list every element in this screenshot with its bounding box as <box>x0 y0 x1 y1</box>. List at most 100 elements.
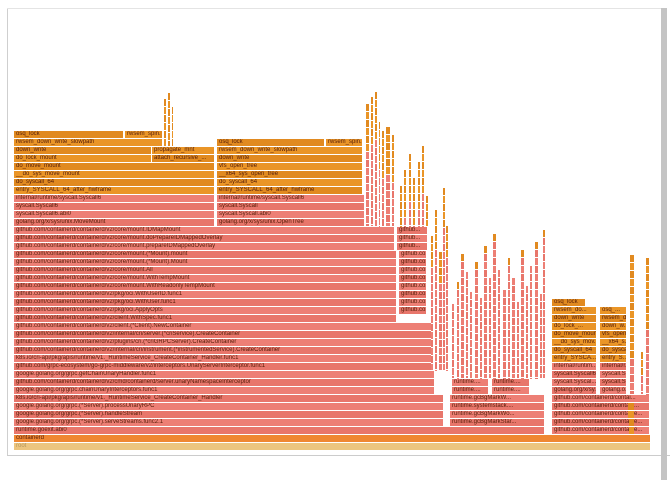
flame-spike-segment[interactable] <box>512 310 515 317</box>
flame-spike-segment[interactable] <box>530 378 532 379</box>
flame-frame[interactable]: github... <box>397 235 427 242</box>
flame-spike-segment[interactable] <box>526 286 528 293</box>
flame-spike-segment[interactable] <box>475 286 478 293</box>
flame-spike-segment[interactable] <box>435 306 437 313</box>
flame-spike-segment[interactable] <box>489 334 491 341</box>
flame-spike-segment[interactable] <box>382 187 384 194</box>
flame-spike-segment[interactable] <box>431 284 433 291</box>
flame-spike-segment[interactable] <box>443 340 445 347</box>
flame-spike-segment[interactable] <box>431 276 433 283</box>
flame-spike-segment[interactable] <box>630 351 634 358</box>
flame-spike-segment[interactable] <box>630 319 634 326</box>
flame-spike-segment[interactable] <box>443 188 445 195</box>
flame-frame[interactable]: osq_... <box>600 307 626 314</box>
flame-spike-segment[interactable] <box>489 366 491 373</box>
flame-spike-segment[interactable] <box>508 354 510 361</box>
flame-spike-segment[interactable] <box>498 334 500 341</box>
flame-frame[interactable]: github.com/containerd/containerd/v2/pkg/… <box>14 291 396 298</box>
flame-spike-segment[interactable] <box>392 167 394 174</box>
flame-spike-segment[interactable] <box>409 194 411 201</box>
flame-spike-segment[interactable] <box>484 302 487 309</box>
flame-spike-segment[interactable] <box>498 310 500 317</box>
flame-spike-segment[interactable] <box>508 290 510 297</box>
flame-spike-segment[interactable] <box>400 218 402 225</box>
flame-spike-segment[interactable] <box>512 342 515 349</box>
flame-spike-segment[interactable] <box>517 366 519 373</box>
flame-spike-segment[interactable] <box>493 282 496 289</box>
flame-spike-segment[interactable] <box>466 320 468 327</box>
flame-frame[interactable]: github.co... <box>399 291 426 298</box>
flame-spike-segment[interactable] <box>379 194 380 201</box>
flame-spike-segment[interactable] <box>439 300 442 307</box>
flame-spike-segment[interactable] <box>484 246 487 253</box>
flame-spike-segment[interactable] <box>521 338 524 345</box>
flame-spike-segment[interactable] <box>366 208 369 215</box>
flame-spike-segment[interactable] <box>404 202 406 209</box>
flame-spike-segment[interactable] <box>392 199 394 206</box>
flame-spike-segment[interactable] <box>439 276 442 283</box>
flame-spike-segment[interactable] <box>470 300 472 307</box>
flame-spike-segment[interactable] <box>475 302 478 309</box>
flame-spike-segment[interactable] <box>439 292 442 299</box>
flame-spike-segment[interactable] <box>435 346 437 353</box>
flame-spike-segment[interactable] <box>366 168 369 175</box>
flame-spike-segment[interactable] <box>160 139 162 146</box>
flame-spike-segment[interactable] <box>375 220 377 226</box>
flame-spike-segment[interactable] <box>646 354 649 361</box>
flame-spike-segment[interactable] <box>435 370 437 371</box>
flame-spike-segment[interactable] <box>422 194 424 201</box>
flame-spike-segment[interactable] <box>172 107 173 114</box>
flame-spike-segment[interactable] <box>641 384 643 391</box>
flame-frame[interactable]: entry_SYSCA... <box>552 355 596 362</box>
flame-spike-segment[interactable] <box>543 350 545 357</box>
flame-spike-segment[interactable] <box>535 314 538 321</box>
flame-frame[interactable]: syscall.Syscall <box>217 203 364 210</box>
flame-spike-segment[interactable] <box>426 204 428 211</box>
flame-spike-segment[interactable] <box>489 358 491 365</box>
flame-spike-segment[interactable] <box>392 151 394 158</box>
flame-spike-segment[interactable] <box>404 170 406 177</box>
flame-spike-segment[interactable] <box>457 346 459 353</box>
flame-frame[interactable]: do_syscall_64 <box>552 347 596 354</box>
flame-spike-segment[interactable] <box>404 186 406 193</box>
flame-spike-segment[interactable] <box>431 364 433 370</box>
flame-spike-segment[interactable] <box>535 242 538 249</box>
flame-spike-segment[interactable] <box>480 322 482 329</box>
flame-spike-segment[interactable] <box>379 162 380 169</box>
flame-spike-segment[interactable] <box>484 318 487 325</box>
flame-spike-segment[interactable] <box>418 194 420 201</box>
flame-frame[interactable]: __x64_sys_open_tree <box>217 171 362 178</box>
flame-spike-segment[interactable] <box>386 143 390 150</box>
flame-spike-segment[interactable] <box>431 340 433 347</box>
flame-spike-segment[interactable] <box>457 338 459 345</box>
flame-spike-segment[interactable] <box>543 334 545 341</box>
flame-spike-segment[interactable] <box>466 360 468 367</box>
flame-spike-segment[interactable] <box>493 258 496 265</box>
flame-spike-segment[interactable] <box>526 294 528 301</box>
flame-spike-segment[interactable] <box>646 290 649 297</box>
flame-spike-segment[interactable] <box>543 286 545 293</box>
flame-spike-segment[interactable] <box>517 302 519 309</box>
flame-spike-segment[interactable] <box>404 218 406 225</box>
flame-spike-segment[interactable] <box>443 228 445 235</box>
flame-spike-segment[interactable] <box>493 330 496 337</box>
flame-spike-segment[interactable] <box>484 254 487 261</box>
flame-spike-segment[interactable] <box>375 196 377 203</box>
flame-spike-segment[interactable] <box>446 266 448 273</box>
flame-spike-segment[interactable] <box>379 178 380 185</box>
flame-spike-segment[interactable] <box>457 378 459 379</box>
flame-spike-segment[interactable] <box>512 326 515 333</box>
flame-spike-segment[interactable] <box>386 215 390 222</box>
flame-spike-segment[interactable] <box>435 282 437 289</box>
flame-spike-segment[interactable] <box>484 358 487 365</box>
flame-spike-segment[interactable] <box>630 279 634 286</box>
flame-spike-segment[interactable] <box>530 354 532 361</box>
flame-spike-segment[interactable] <box>422 178 424 185</box>
flame-spike-segment[interactable] <box>503 290 506 297</box>
flame-spike-segment[interactable] <box>443 308 445 315</box>
flame-spike-segment[interactable] <box>435 226 437 233</box>
flame-spike-segment[interactable] <box>530 314 532 321</box>
flame-spike-segment[interactable] <box>435 250 437 257</box>
flame-spike-segment[interactable] <box>498 374 500 378</box>
flame-spike-segment[interactable] <box>435 314 437 321</box>
